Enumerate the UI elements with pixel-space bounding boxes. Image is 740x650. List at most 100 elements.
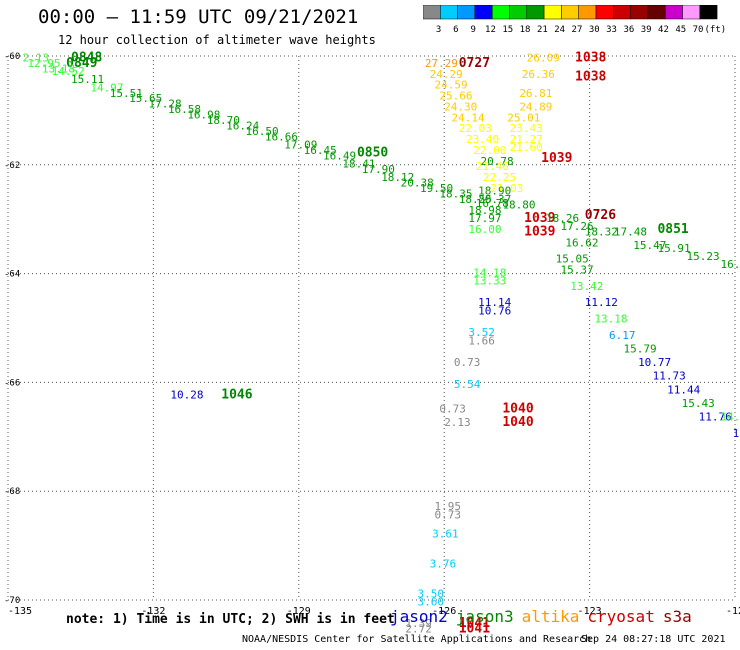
colorbar-label: 24 bbox=[554, 25, 565, 35]
wave-height-label: 0.73 bbox=[439, 402, 466, 415]
wave-height-label: 16.62 bbox=[565, 236, 598, 249]
chart-title: 00:00 – 11:59 UTC 09/21/2021 bbox=[38, 6, 359, 28]
wave-height-label: 16.98 bbox=[187, 109, 220, 122]
legend-item-jason2: jason2 bbox=[390, 607, 448, 626]
colorbar-label: 70 bbox=[693, 25, 704, 35]
time-label: 1038 bbox=[575, 69, 606, 84]
wave-height-label: 18.12 bbox=[381, 171, 414, 184]
wave-height-label: 21.03 bbox=[490, 182, 523, 195]
wave-height-label: 15.51 bbox=[110, 87, 143, 100]
wave-height-label: 2.13 bbox=[23, 51, 50, 64]
wave-height-label: 21.60 bbox=[510, 141, 543, 154]
legend-item-cryosat: cryosat bbox=[587, 607, 655, 626]
wave-height-label: 15.43 bbox=[682, 397, 715, 410]
colorbar-label: 6 bbox=[453, 25, 458, 35]
x-tick-label: -129 bbox=[287, 606, 311, 617]
time-label: 1038 bbox=[575, 50, 606, 65]
colorbar-label: 45 bbox=[675, 25, 686, 35]
time-label: 1041 bbox=[459, 616, 490, 631]
time-label: 1040 bbox=[502, 401, 533, 416]
wave-height-label: 11.12 bbox=[585, 296, 618, 309]
wave-height-label: 16.66 bbox=[265, 130, 298, 143]
wave-height-label: 10.76 bbox=[478, 304, 511, 317]
wave-height-label: 1.66 bbox=[468, 334, 495, 347]
wave-height-label: 17.26 bbox=[561, 220, 594, 233]
wave-height-label: 18.55 bbox=[459, 193, 492, 206]
wave-height-label: 24.89 bbox=[519, 100, 552, 113]
time-label: 1040 bbox=[502, 415, 533, 430]
wave-height-label: 24.14 bbox=[451, 111, 484, 124]
wave-height-label: 2.13 bbox=[444, 416, 471, 429]
wave-height-label: 16.03 bbox=[720, 258, 740, 271]
wave-height-label: 3.52 bbox=[468, 326, 495, 339]
chart-subtitle: 12 hour collection of altimeter wave hei… bbox=[58, 33, 376, 47]
time-label: 0726 bbox=[585, 208, 616, 223]
time-label: 1046 bbox=[221, 388, 252, 403]
wave-height-label: 15.65 bbox=[129, 92, 162, 105]
wave-height-label: 5.54 bbox=[454, 378, 481, 391]
wave-height-label: 16.78 bbox=[476, 197, 509, 210]
wave-height-label: 0.73 bbox=[454, 356, 481, 369]
wave-height-label: 25.01 bbox=[507, 111, 540, 124]
wave-height-label: 24.29 bbox=[430, 68, 463, 81]
wave-height-label: 11.44 bbox=[667, 383, 700, 396]
wave-height-label: 23.40 bbox=[466, 133, 499, 146]
y-tick-label: -64 bbox=[4, 270, 20, 280]
footer-timestamp: Sep 24 08:27:18 UTC 2021 bbox=[581, 634, 726, 645]
wave-height-label: 26.09 bbox=[527, 51, 560, 64]
wave-height-label: 16.58 bbox=[168, 103, 201, 116]
wave-height-label: 17.90 bbox=[362, 163, 395, 176]
wave-height-label: 13.42 bbox=[570, 280, 603, 293]
colorbar-label: 42 bbox=[658, 25, 669, 35]
wave-height-label: 10.77 bbox=[638, 356, 671, 369]
y-tick-label: -60 bbox=[4, 52, 20, 62]
wave-height-label: 13.33 bbox=[473, 274, 506, 287]
y-tick-label: -70 bbox=[4, 596, 20, 606]
wave-height-label: 15.11 bbox=[71, 73, 104, 86]
time-label: 0849 bbox=[66, 56, 97, 71]
wave-height-label: 20.37 bbox=[478, 193, 511, 206]
wave-height-label: 17.28 bbox=[149, 98, 182, 111]
wave-height-label: 15.79 bbox=[624, 342, 657, 355]
wave-height-label: 6.17 bbox=[609, 329, 636, 342]
wave-height-label: 1.39 bbox=[405, 617, 432, 630]
y-tick-label: -62 bbox=[4, 161, 20, 171]
wave-height-label: 14.52 bbox=[52, 65, 85, 78]
wave-height-label: 2.72 bbox=[405, 623, 432, 636]
x-tick-label: -12 bbox=[726, 606, 740, 617]
wave-height-label: 17.09 bbox=[284, 138, 317, 151]
wave-height-label: 11.18 bbox=[733, 427, 740, 440]
wave-height-label: 11.76 bbox=[699, 410, 732, 423]
wave-height-label: 22.00 bbox=[473, 144, 506, 157]
colorbar-swatch bbox=[699, 5, 718, 20]
wave-height-label: 27.29 bbox=[425, 57, 458, 70]
colorbar-label: 30 bbox=[589, 25, 600, 35]
x-tick-label: -135 bbox=[8, 606, 32, 617]
wave-height-label: 16.49 bbox=[323, 149, 356, 162]
time-label: 0850 bbox=[357, 146, 388, 161]
colorbar-label: (ft) bbox=[705, 25, 727, 35]
wave-height-label: 1.95 bbox=[435, 500, 462, 513]
wave-height-label: 17.48 bbox=[614, 226, 647, 239]
colorbar-label: 9 bbox=[470, 25, 475, 35]
wave-height-label: 20.78 bbox=[481, 155, 514, 168]
wave-height-label: 22.03 bbox=[459, 122, 492, 135]
legend-item-s3a: s3a bbox=[662, 607, 692, 626]
x-tick-label: -132 bbox=[141, 606, 165, 617]
time-label: 1039 bbox=[541, 151, 572, 166]
wave-height-label: 15.47 bbox=[633, 239, 666, 252]
wave-height-label: 16.24 bbox=[226, 119, 259, 132]
colorbar-label: 36 bbox=[623, 25, 634, 35]
wave-height-label: 3.60 bbox=[418, 595, 445, 608]
wave-height-label: 3.76 bbox=[430, 557, 457, 570]
wave-height-label: 18.35 bbox=[439, 187, 472, 200]
wave-height-label: 16.45 bbox=[304, 144, 337, 157]
wave-height-label: 12.95 bbox=[27, 57, 60, 70]
wave-height-label: 16.50 bbox=[245, 125, 278, 138]
y-tick-label: -66 bbox=[4, 378, 20, 388]
wave-height-label: 18.80 bbox=[502, 198, 535, 211]
note-text: note: 1) Time is in UTC; 2) SWH is in fe… bbox=[66, 612, 395, 627]
wave-height-label: 21.27 bbox=[510, 133, 543, 146]
wave-height-label: 24.59 bbox=[435, 79, 468, 92]
